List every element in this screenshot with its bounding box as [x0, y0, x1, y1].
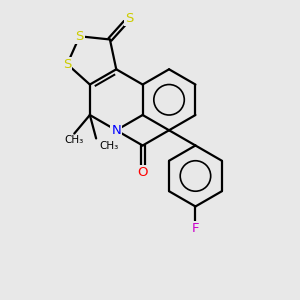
Text: CH₃: CH₃: [100, 141, 119, 151]
Text: O: O: [137, 166, 148, 179]
Text: S: S: [75, 30, 84, 43]
Text: CH₃: CH₃: [64, 135, 84, 145]
Text: N: N: [111, 124, 121, 137]
Text: F: F: [192, 223, 199, 236]
Text: S: S: [125, 12, 133, 25]
Text: S: S: [63, 58, 71, 70]
